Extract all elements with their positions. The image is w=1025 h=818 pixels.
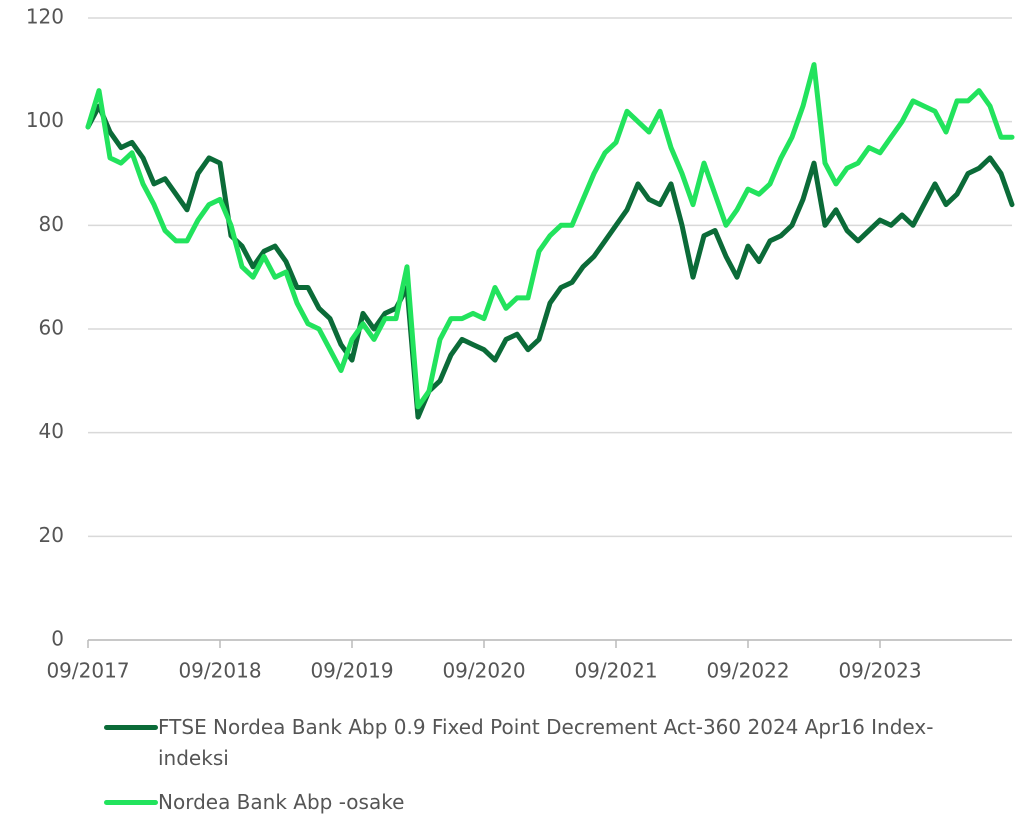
legend-label: Nordea Bank Abp -osake — [158, 790, 405, 814]
y-tick-label: 80 — [39, 212, 64, 236]
x-tick-label: 09/2022 — [706, 659, 789, 683]
series-line — [85, 103, 1015, 420]
legend-swatch — [104, 725, 158, 730]
series-line — [85, 62, 1015, 410]
chart: 0 20 40 60 80 100 120 09/2017 09/2018 09/2019 09/2… — [26, 5, 1015, 683]
x-tick-label: 09/2020 — [442, 659, 525, 683]
legend-entry: Nordea Bank Abp -osake — [104, 787, 1004, 818]
y-tick-label: 20 — [39, 523, 64, 547]
y-tick-label: 40 — [39, 419, 64, 443]
x-tick-label: 09/2021 — [574, 659, 657, 683]
y-tick-label: 60 — [39, 316, 64, 340]
legend-label: FTSE Nordea Bank Abp 0.9 Fixed Point Dec… — [158, 715, 934, 770]
x-tick-label: 09/2019 — [310, 659, 393, 683]
x-tick-label: 09/2023 — [838, 659, 921, 683]
x-tick-label: 09/2018 — [178, 659, 261, 683]
y-tick-label: 0 — [51, 627, 64, 651]
y-tick-label: 100 — [26, 108, 64, 132]
legend-swatch — [104, 800, 158, 805]
x-tick-label: 09/2017 — [46, 659, 129, 683]
legend-entry: FTSE Nordea Bank Abp 0.9 Fixed Point Dec… — [104, 712, 1004, 774]
y-tick-label: 120 — [26, 5, 64, 29]
